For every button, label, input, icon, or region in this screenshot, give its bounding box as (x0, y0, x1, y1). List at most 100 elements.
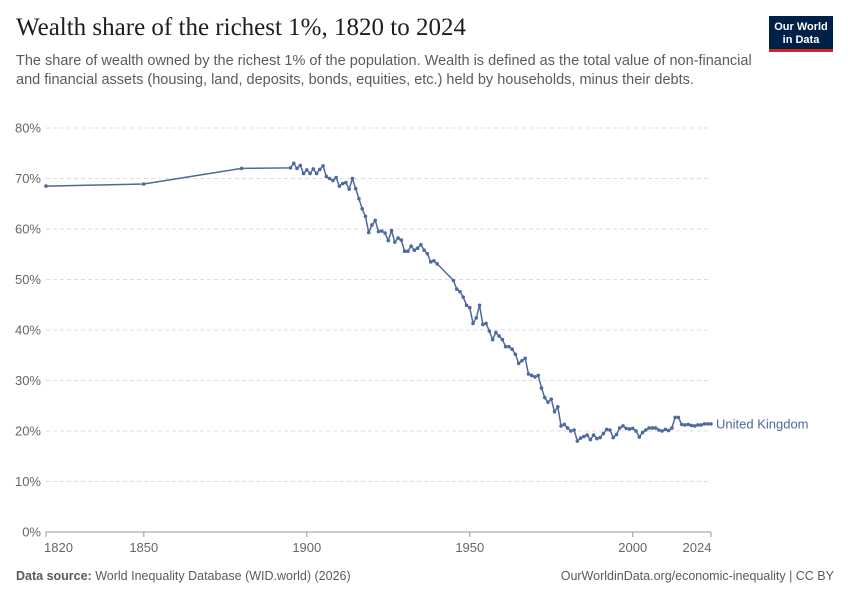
data-point (624, 426, 629, 431)
data-point (591, 433, 596, 437)
data-point (392, 240, 397, 244)
x-tick-label-2000: 2000 (618, 540, 647, 555)
data-point (533, 375, 537, 379)
data-point (647, 426, 651, 430)
data-point (500, 337, 505, 342)
data-point (572, 428, 576, 432)
owid-logo[interactable]: Our World in Data (769, 16, 833, 52)
data-point (529, 373, 534, 378)
series-line (45, 162, 711, 442)
data-point (686, 422, 690, 427)
data-point (318, 167, 322, 172)
data-point (311, 167, 316, 171)
data-point (630, 426, 635, 431)
y-tick-label-30: 30% (15, 373, 41, 388)
data-point (298, 163, 303, 168)
data-point (689, 423, 694, 428)
data-point (696, 423, 700, 427)
data-source-text[interactable]: World Inequality Database (WID.world) (2… (95, 569, 351, 583)
data-point (670, 426, 674, 430)
data-point (650, 426, 655, 430)
data-point (386, 238, 391, 243)
data-point (699, 423, 704, 427)
data-point (657, 428, 661, 432)
data-point (604, 427, 609, 432)
footer-link[interactable]: OurWorldinData.org/economic-inequality |… (560, 569, 834, 583)
data-point (562, 422, 567, 427)
data-point (288, 166, 293, 170)
data-point (676, 415, 681, 420)
data-point (334, 175, 338, 180)
data-point (419, 242, 423, 247)
data-point (308, 171, 312, 176)
data-point (702, 422, 707, 426)
data-point (692, 424, 697, 428)
data-point (660, 429, 664, 433)
data-point (595, 436, 599, 441)
data-point (608, 428, 612, 432)
data-point (295, 166, 299, 171)
x-tick-label-2024: 2024 (683, 540, 712, 555)
data-point (640, 430, 645, 435)
y-tick-label-70: 70% (15, 171, 41, 186)
data-point (415, 246, 420, 250)
x-axis-tick-labels: 1820 1850 1900 1950 2000 2024 (44, 540, 711, 555)
series-united-kingdom[interactable]: United Kingdom (44, 161, 809, 443)
data-point (663, 427, 668, 432)
data-point (520, 359, 524, 363)
data-point (481, 322, 485, 327)
data-point (627, 427, 632, 431)
data-point (406, 249, 410, 254)
data-point (291, 161, 296, 166)
data-point (451, 278, 456, 283)
data-point (304, 168, 309, 172)
data-point (461, 295, 466, 299)
data-point (598, 435, 602, 440)
data-point (301, 171, 306, 176)
data-point (379, 229, 384, 233)
data-point (467, 305, 472, 310)
data-point (503, 344, 508, 349)
y-tick-label-80: 80% (15, 121, 41, 136)
data-point (239, 166, 244, 171)
data-point (484, 321, 488, 326)
data-source: Data source: World Inequality Database (… (16, 569, 351, 583)
data-point (363, 214, 368, 219)
data-point (621, 424, 625, 428)
data-point (673, 415, 677, 420)
data-point (679, 422, 684, 427)
data-point (141, 182, 146, 186)
data-point (422, 248, 426, 253)
data-point (432, 259, 436, 263)
data-point (383, 231, 387, 235)
data-point (409, 244, 413, 248)
data-point (611, 435, 616, 440)
data-point (360, 207, 365, 211)
data-point (344, 180, 348, 185)
data-point (644, 428, 648, 432)
data-point (435, 262, 439, 266)
data-point (539, 386, 544, 390)
data-point (516, 361, 521, 366)
chart-subtitle: The share of wealth owned by the richest… (16, 53, 752, 88)
data-point (471, 321, 475, 326)
data-point (487, 329, 492, 333)
data-point (366, 230, 371, 235)
data-point (536, 373, 541, 378)
data-point (542, 395, 547, 400)
logo-line-2: in Data (782, 33, 820, 46)
data-point (569, 429, 573, 433)
data-point (666, 428, 671, 433)
data-point (709, 422, 713, 426)
y-tick-label-50: 50% (15, 272, 41, 287)
data-point (337, 184, 342, 188)
data-point (513, 352, 518, 357)
data-point (546, 400, 550, 405)
data-point (490, 337, 495, 342)
data-point (477, 303, 482, 308)
data-point (428, 260, 433, 264)
data-point (614, 432, 619, 437)
data-point (353, 186, 358, 191)
data-point (454, 287, 459, 291)
